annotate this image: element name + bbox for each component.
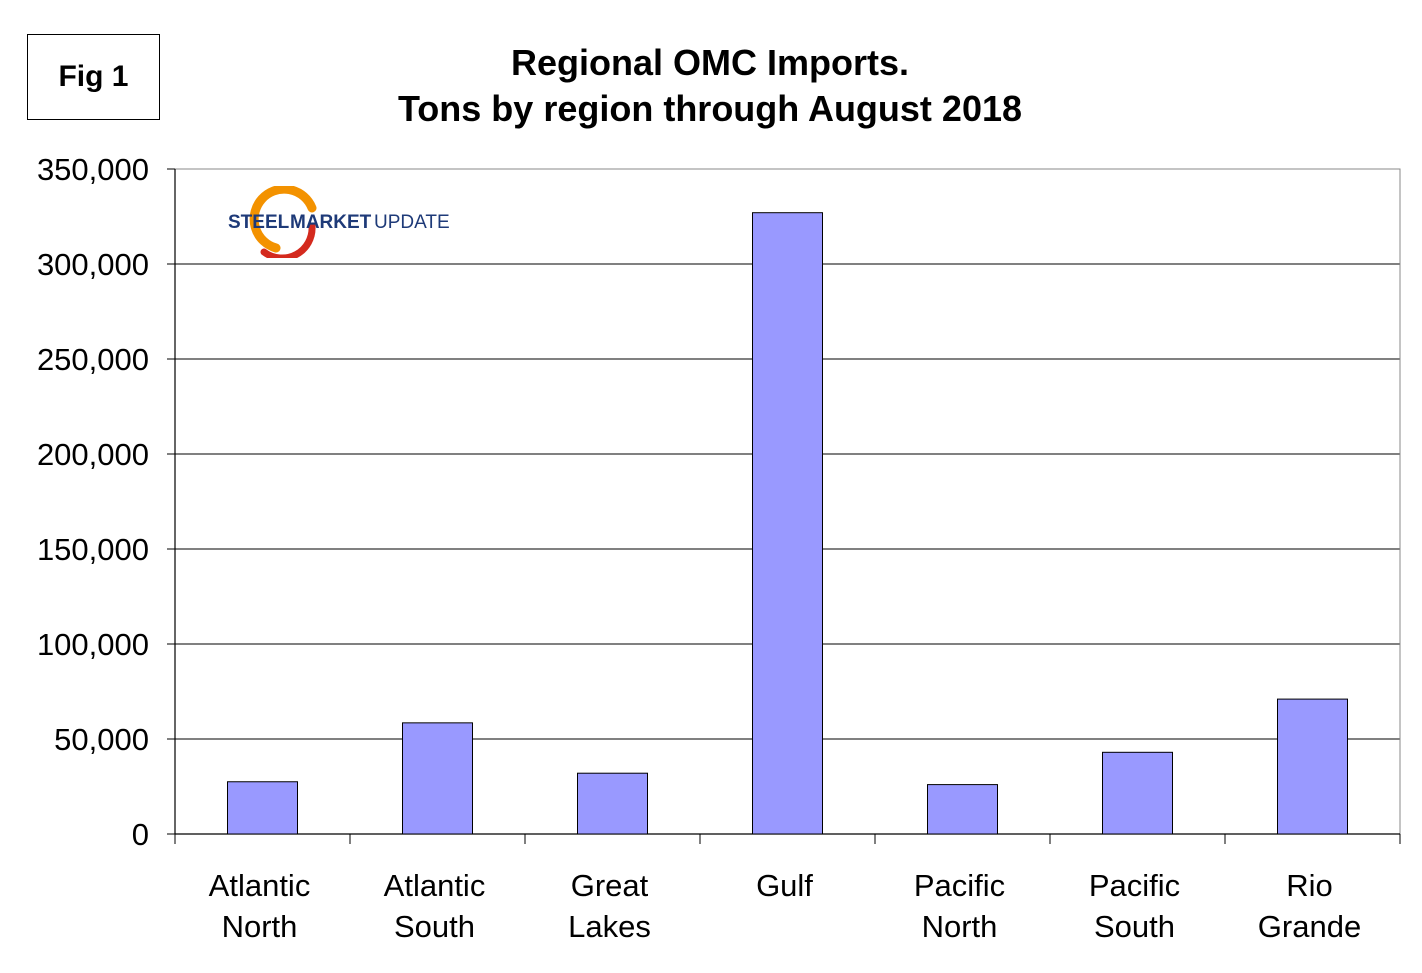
x-tick-label: Grande [1258,909,1361,944]
x-tick-label: North [222,909,298,944]
y-tick-label: 0 [132,817,149,852]
logo-text-steel: STEEL [228,212,290,233]
x-tick-label: Pacific [1089,868,1180,903]
chart-subtitle: Tons by region through August 2018 [397,88,1023,129]
y-tick-label: 350,000 [37,152,149,187]
y-tick-labels: 0 50,000 100,000 150,000 200,000 250,000 300,0… [37,152,149,852]
bar [402,722,473,835]
x-tick-label: Atlantic [209,868,311,903]
logo-swoosh-orange [249,186,317,253]
x-tick-label: Gulf [756,868,813,903]
chart-title: Regional OMC Imports. [510,42,910,83]
steel-market-update-logo: STEEL MARKET UPDATE [228,186,450,258]
x-tick-labels: Atlantic North Atlantic South Great Lakes Gulf… [209,868,1362,944]
x-tick-label: Atlantic [384,868,486,903]
y-tick-label: 300,000 [37,247,149,282]
figure-label: Fig 1 [27,34,160,120]
y-tick-label: 150,000 [37,532,149,567]
x-tick-label: South [394,909,475,944]
bar [927,784,998,835]
x-tick-label: Great [571,868,649,903]
bar [577,772,648,835]
x-tick-label: South [1094,909,1175,944]
y-tick-label: 200,000 [37,437,149,472]
x-tick-label: Lakes [568,909,651,944]
y-tick-label: 250,000 [37,342,149,377]
logo-text-update: UPDATE [374,212,450,233]
x-tick-label: Pacific [914,868,1005,903]
chart-title-block: Regional OMC Imports. Tons by region thr… [300,40,1120,132]
y-tick-label: 50,000 [54,722,149,757]
bar [1277,698,1348,835]
x-tick-label: Rio [1286,868,1333,903]
logo-text-market: MARKET [290,212,372,233]
x-tick-label: North [922,909,998,944]
logo-swoosh-red [260,222,316,258]
bar [1102,751,1173,835]
y-tick-label: 100,000 [37,627,149,662]
bar [752,212,823,835]
bars [227,212,1348,835]
bar [227,781,298,835]
